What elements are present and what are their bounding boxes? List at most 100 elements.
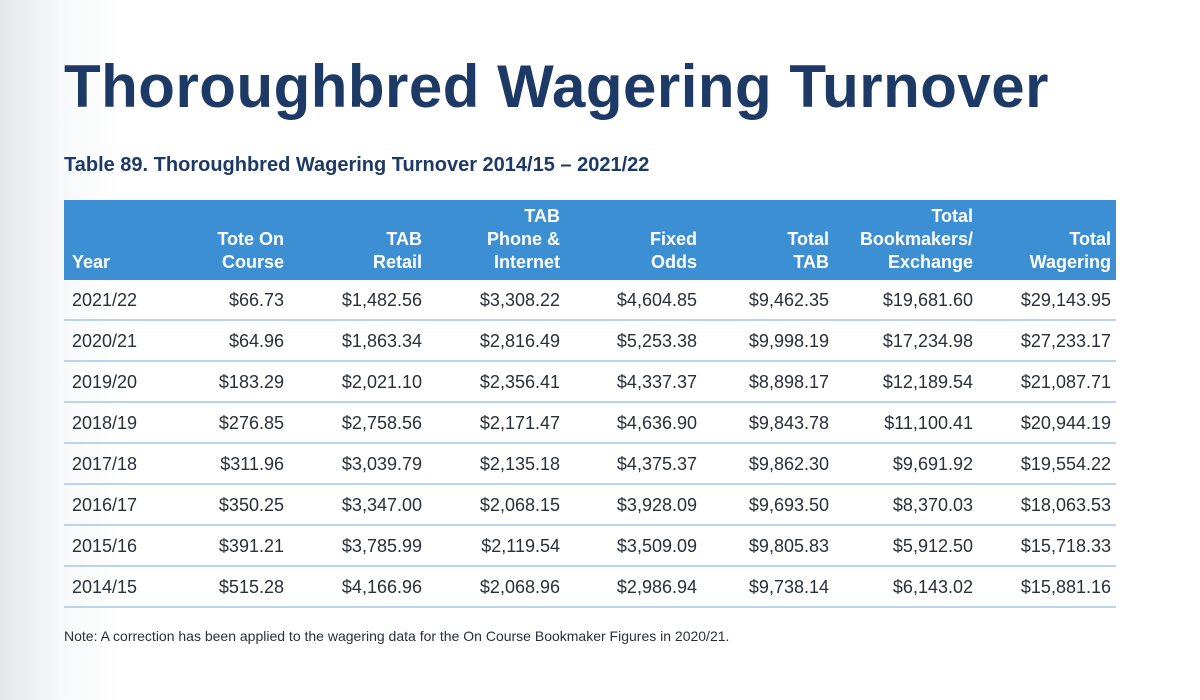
- table-cell: $350.25: [218, 495, 284, 515]
- table-cell: $11,100.41: [884, 413, 973, 433]
- table-cell: $2,986.94: [616, 577, 697, 597]
- table-cell: 2017/18: [72, 454, 138, 474]
- table-cell: 2014/15: [72, 577, 138, 597]
- header-line: Phone &: [486, 229, 560, 249]
- table-cell: $4,166.96: [341, 577, 422, 597]
- header-line: TAB: [524, 206, 560, 226]
- table-cell: $311.96: [220, 454, 284, 474]
- column-header: Total TAB: [787, 228, 829, 274]
- table-cell: $4,636.90: [616, 413, 697, 433]
- header-line: Bookmakers/: [859, 229, 973, 249]
- table-cell: $9,691.92: [892, 454, 973, 474]
- table-cell: $1,863.34: [341, 331, 422, 351]
- table-cell: $19,681.60: [882, 290, 973, 310]
- table-cell: $18,063.53: [1020, 495, 1111, 515]
- table-cell: 2015/16: [72, 536, 138, 556]
- table-cell: $4,337.37: [616, 372, 697, 392]
- table-cell: $5,253.38: [616, 331, 697, 351]
- table-note: Note: A correction has been applied to t…: [64, 628, 730, 644]
- table-cell: $8,370.03: [892, 495, 973, 515]
- table-cell: $9,738.14: [748, 577, 829, 597]
- table-cell: 2018/19: [72, 413, 138, 433]
- header-line: Course: [221, 252, 284, 272]
- table-cell: $27,233.17: [1020, 331, 1111, 351]
- table-cell: $9,862.30: [748, 454, 829, 474]
- header-line: TAB: [793, 252, 829, 272]
- table-cell: $2,021.10: [341, 372, 422, 392]
- column-header: Tote On Course: [217, 228, 284, 274]
- table-cell: 2016/17: [72, 495, 138, 515]
- table-row: 2019/20 $183.29 $2,021.10 $2,356.41 $4,337.3…: [64, 362, 1116, 403]
- table-cell: $4,375.37: [616, 454, 697, 474]
- column-header: Year: [72, 251, 110, 274]
- table-cell: $64.96: [228, 331, 284, 351]
- table-cell: $15,881.16: [1020, 577, 1111, 597]
- table-row: 2017/18 $311.96 $3,039.79 $2,135.18 $4,375.3…: [64, 444, 1116, 485]
- page-title: Thoroughbred Wagering Turnover: [64, 53, 1049, 120]
- header-line: Odds: [650, 252, 697, 272]
- table-row: 2014/15 $515.28 $4,166.96 $2,068.96 $2,986.9…: [64, 567, 1116, 608]
- header-line: Total: [931, 206, 973, 226]
- table-cell: $6,143.02: [892, 577, 973, 597]
- column-header: TAB Phone & Internet: [487, 205, 560, 274]
- table-cell: $3,509.09: [616, 536, 697, 556]
- table-row: 2016/17 $350.25 $3,347.00 $2,068.15 $3,928.0…: [64, 485, 1116, 526]
- header-line: Tote On: [217, 229, 284, 249]
- table-cell: $3,308.22: [479, 290, 560, 310]
- table-cell: $2,119.54: [481, 536, 560, 556]
- table-cell: $3,347.00: [341, 495, 422, 515]
- table-cell: $9,805.83: [748, 536, 829, 556]
- table-cell: 2019/20: [72, 372, 138, 392]
- header-line: Fixed: [649, 229, 697, 249]
- column-header: Fixed Odds: [650, 228, 697, 274]
- header-line: Total: [1069, 229, 1111, 249]
- column-header: Total Wagering: [1030, 228, 1111, 274]
- table-cell: $183.29: [218, 372, 284, 392]
- table-cell: $4,604.85: [616, 290, 697, 310]
- table-caption: Table 89. Thoroughbred Wagering Turnover…: [64, 154, 650, 176]
- column-header: Total Bookmakers/Exchange: [860, 205, 973, 274]
- table-cell: $391.21: [218, 536, 284, 556]
- table-cell: $276.85: [218, 413, 284, 433]
- table-cell: $5,912.50: [892, 536, 973, 556]
- table-cell: $3,785.99: [341, 536, 422, 556]
- table-cell: 2021/22: [72, 290, 138, 310]
- header-line: Total: [787, 229, 829, 249]
- header-line: Exchange: [887, 252, 973, 272]
- table-row: 2015/16 $391.21 $3,785.99 $2,119.54 $3,509.0…: [64, 526, 1116, 567]
- table-cell: $21,087.71: [1020, 372, 1111, 392]
- table-cell: $15,718.33: [1020, 536, 1111, 556]
- table-cell: $2,068.96: [479, 577, 560, 597]
- table-cell: $9,462.35: [748, 290, 829, 310]
- table-header: Year Tote On Course TAB Retail TAB Phone & Inte…: [64, 200, 1116, 280]
- table-cell: $2,171.47: [479, 413, 560, 433]
- table-cell: $1,482.56: [341, 290, 422, 310]
- table-cell: $9,843.78: [748, 413, 829, 433]
- table-cell: $9,693.50: [748, 495, 829, 515]
- table-row: 2021/22 $66.73 $1,482.56 $3,308.22 $4,604.85…: [64, 280, 1116, 321]
- table-cell: $29,143.95: [1020, 290, 1111, 310]
- header-line: Year: [72, 252, 111, 272]
- table-cell: $2,068.15: [479, 495, 560, 515]
- table-cell: $2,816.49: [479, 331, 560, 351]
- table-cell: $20,944.19: [1020, 413, 1111, 433]
- table-row: 2018/19 $276.85 $2,758.56 $2,171.47 $4,636.9…: [64, 403, 1116, 444]
- header-line: Wagering: [1029, 252, 1111, 272]
- header-line: Internet: [493, 252, 560, 272]
- header-line: Retail: [372, 252, 422, 272]
- column-header: TAB Retail: [373, 228, 422, 274]
- table-cell: $66.73: [228, 290, 284, 310]
- table-cell: $8,898.17: [748, 372, 829, 392]
- table-cell: $2,356.41: [479, 372, 560, 392]
- table-row: 2020/21 $64.96 $1,863.34 $2,816.49 $5,253.38…: [64, 321, 1116, 362]
- table-cell: $2,135.18: [479, 454, 560, 474]
- table-cell: $3,928.09: [616, 495, 697, 515]
- table-cell: $12,189.54: [882, 372, 973, 392]
- table-cell: $3,039.79: [341, 454, 422, 474]
- table-cell: 2020/21: [72, 331, 138, 351]
- table-cell: $2,758.56: [341, 413, 422, 433]
- table-cell: $19,554.22: [1020, 454, 1111, 474]
- header-line: TAB: [386, 229, 422, 249]
- table-cell: $17,234.98: [882, 331, 973, 351]
